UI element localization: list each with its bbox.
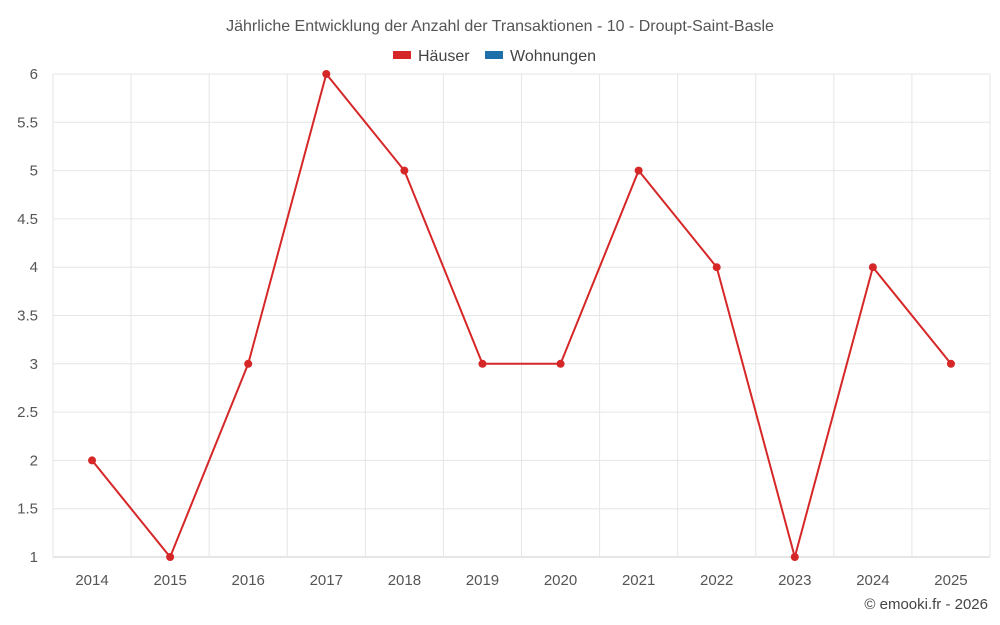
- x-tick-label: 2019: [466, 572, 499, 589]
- legend: Häuser Wohnungen: [393, 48, 596, 65]
- x-tick-label: 2016: [232, 572, 265, 589]
- chart-title: Jährliche Entwicklung der Anzahl der Tra…: [226, 18, 774, 35]
- legend-label-wohnungen[interactable]: Wohnungen: [510, 48, 596, 65]
- x-tick-label: 2020: [544, 572, 577, 589]
- y-tick-label: 4: [30, 259, 38, 276]
- y-tick-label: 2: [30, 452, 38, 469]
- legend-swatch-wohnungen[interactable]: [485, 51, 503, 59]
- y-tick-label: 5: [30, 163, 38, 180]
- data-point[interactable]: [556, 359, 565, 368]
- series-line-0: [91, 73, 952, 558]
- x-tick-label: 2021: [622, 572, 655, 589]
- data-point[interactable]: [166, 553, 175, 561]
- data-point[interactable]: [478, 359, 487, 368]
- legend-swatch-haeuser[interactable]: [393, 51, 411, 59]
- data-point[interactable]: [790, 553, 799, 561]
- y-tick-label: 3: [30, 356, 38, 373]
- y-tick-label: 6: [30, 66, 38, 83]
- data-point[interactable]: [712, 263, 721, 272]
- x-tick-label: 2015: [153, 572, 186, 589]
- x-tick-label: 2022: [700, 572, 733, 589]
- credit-text: © emooki.fr - 2026: [864, 596, 988, 613]
- grid: [52, 73, 991, 558]
- data-point[interactable]: [946, 359, 955, 368]
- y-tick-label: 4.5: [17, 211, 38, 228]
- y-tick-label: 3.5: [17, 308, 38, 325]
- data-point[interactable]: [400, 166, 409, 175]
- x-tick-label: 2017: [310, 572, 343, 589]
- series-layer: [88, 70, 955, 561]
- x-tick-label: 2025: [934, 572, 967, 589]
- y-tick-label: 5.5: [17, 114, 38, 131]
- x-axis-ticks: 2014 2015 2016 2017 2018 2019 2020 2021 2022 2023…: [75, 572, 967, 589]
- data-point[interactable]: [322, 70, 331, 78]
- y-axis-ticks: 1 1.5 2 2.5 3 3.5 4 4.5 5 5.5 6: [17, 66, 38, 566]
- x-tick-label: 2024: [856, 572, 889, 589]
- y-tick-label: 1: [30, 549, 38, 566]
- data-point[interactable]: [868, 263, 877, 272]
- data-point[interactable]: [244, 359, 253, 368]
- x-tick-label: 2014: [75, 572, 108, 589]
- data-point[interactable]: [88, 456, 97, 465]
- y-tick-label: 1.5: [17, 501, 38, 518]
- data-point[interactable]: [634, 166, 643, 175]
- x-tick-label: 2018: [388, 572, 421, 589]
- y-tick-label: 2.5: [17, 404, 38, 421]
- legend-label-haeuser[interactable]: Häuser: [418, 48, 470, 65]
- x-tick-label: 2023: [778, 572, 811, 589]
